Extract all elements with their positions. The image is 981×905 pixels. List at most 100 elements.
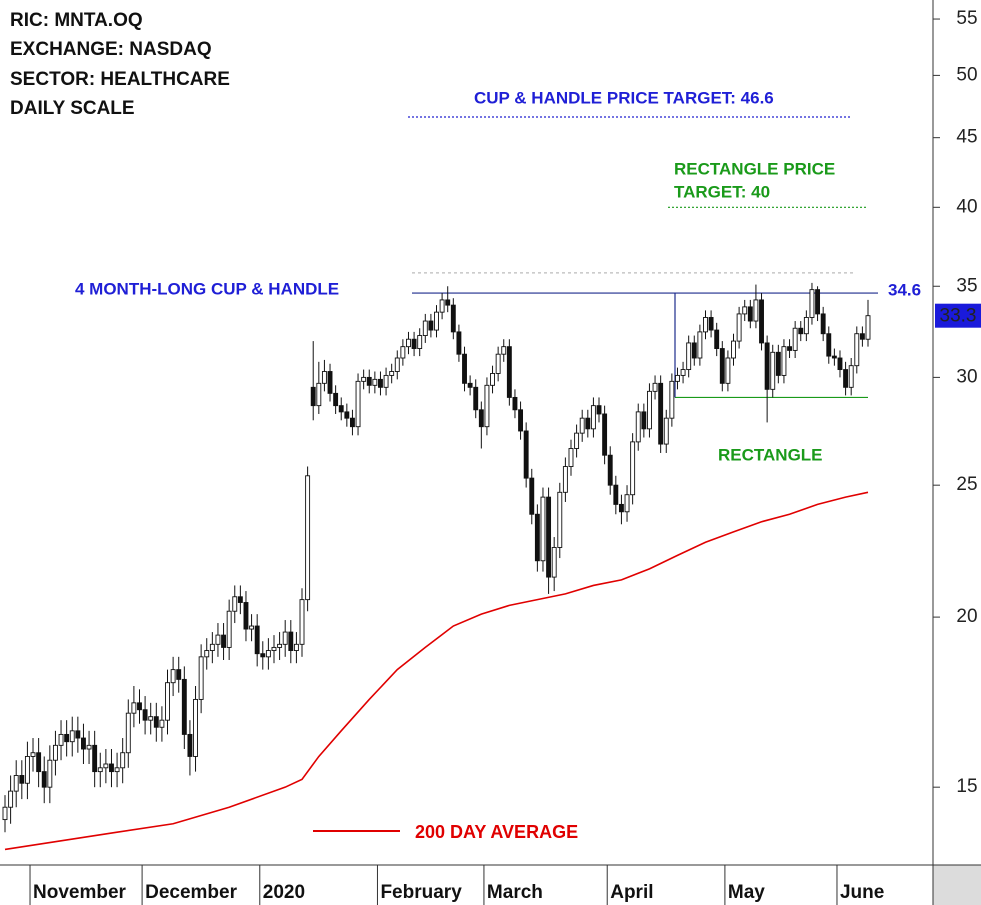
candle-body <box>579 417 585 434</box>
candle-body <box>221 634 227 648</box>
candle-body <box>58 733 64 746</box>
plot: 34.6 200 DAY AVERAGE <box>2 116 921 851</box>
candle-body <box>204 650 210 658</box>
candle-body <box>333 392 339 407</box>
x-tick-label: April <box>610 882 653 903</box>
info-line: EXCHANGE: NASDAQ <box>10 39 212 60</box>
y-tick-label: 55 <box>956 8 977 29</box>
candle-body <box>366 376 372 386</box>
candle-body <box>865 315 871 340</box>
candle-body <box>635 411 641 443</box>
y-tick-label: 40 <box>956 196 977 217</box>
candle-body <box>574 432 580 449</box>
candle-body <box>237 596 243 603</box>
info-line: DAILY SCALE <box>10 98 135 119</box>
candle-body <box>843 369 849 388</box>
candle-body <box>731 340 736 359</box>
candle-body <box>299 599 305 645</box>
candle-body <box>109 763 114 773</box>
candle-body <box>663 417 669 445</box>
candle-body <box>383 374 389 388</box>
candle-body <box>114 767 120 773</box>
candle-body <box>243 602 249 630</box>
candle-body <box>338 405 344 413</box>
candle-body <box>8 790 14 808</box>
candle-body <box>658 382 664 445</box>
candle-body <box>434 311 439 331</box>
candle-body <box>131 702 137 714</box>
candle-body <box>809 289 815 318</box>
rectangle-target-label: TARGET: 40 <box>674 182 770 201</box>
last-price-box <box>935 303 981 328</box>
candle-body <box>226 610 232 648</box>
candle-body <box>254 625 260 655</box>
info-line: SECTOR: HEALTHCARE <box>10 69 230 90</box>
candle-body <box>288 631 294 651</box>
candle-body <box>277 643 283 648</box>
candle-body <box>305 475 311 601</box>
candle-body <box>467 382 473 388</box>
candle-body <box>557 491 563 548</box>
candle-body <box>271 646 277 651</box>
x-tick-label: February <box>380 882 462 903</box>
candle-body <box>355 380 361 428</box>
candle-body <box>69 730 75 743</box>
candle-body <box>24 756 30 784</box>
corner-box <box>933 865 981 905</box>
candle-body <box>52 744 58 761</box>
candle-body <box>265 650 271 658</box>
candle-body <box>75 730 81 739</box>
candle-body <box>176 669 182 680</box>
candle-body <box>641 411 647 430</box>
candle-body <box>568 448 574 468</box>
candle-body <box>624 494 630 513</box>
candle-body <box>400 346 406 359</box>
y-tick-label: 25 <box>956 474 977 495</box>
candle-body <box>445 299 451 306</box>
candle-body <box>232 596 238 612</box>
candle-body <box>714 329 720 349</box>
candle-body <box>490 373 495 386</box>
candle-body <box>428 320 434 331</box>
candle-body <box>736 313 742 342</box>
info-line: RIC: MNTA.OQ <box>10 10 143 31</box>
candle-body <box>406 338 411 348</box>
candle-body <box>193 698 198 757</box>
candle-body <box>41 771 47 788</box>
candle-body <box>187 733 193 757</box>
candle-body <box>473 386 479 411</box>
candle-body <box>613 484 619 505</box>
candle-body <box>691 342 697 359</box>
candle-body <box>349 417 355 428</box>
candle-body <box>484 384 490 428</box>
candle-body <box>249 625 255 630</box>
last-price-label: 33.3 <box>940 306 977 327</box>
candle-body <box>282 631 288 645</box>
candle-body <box>703 317 708 333</box>
candle-body <box>848 365 854 388</box>
x-tick-label: 2020 <box>263 882 305 903</box>
candle-body <box>361 376 367 382</box>
candle-body <box>97 767 103 773</box>
candle-body <box>13 775 19 792</box>
candle-body <box>697 331 703 359</box>
candle-body <box>198 656 204 700</box>
candle-body <box>596 405 602 415</box>
candle-body <box>81 737 86 750</box>
candle-body <box>293 643 299 651</box>
candle-body <box>344 411 350 419</box>
candle-body <box>215 634 221 645</box>
candle-body <box>165 682 170 721</box>
candle-body <box>753 299 759 322</box>
candle-body <box>478 409 484 428</box>
candle-body <box>518 409 524 432</box>
candle-body <box>562 466 568 493</box>
candle-body <box>551 547 557 578</box>
candle-body <box>523 430 529 479</box>
candle-body <box>630 441 636 496</box>
candle-body <box>854 333 860 367</box>
candle-body <box>153 716 159 728</box>
candle-body <box>759 299 764 344</box>
candle-body <box>394 357 400 372</box>
